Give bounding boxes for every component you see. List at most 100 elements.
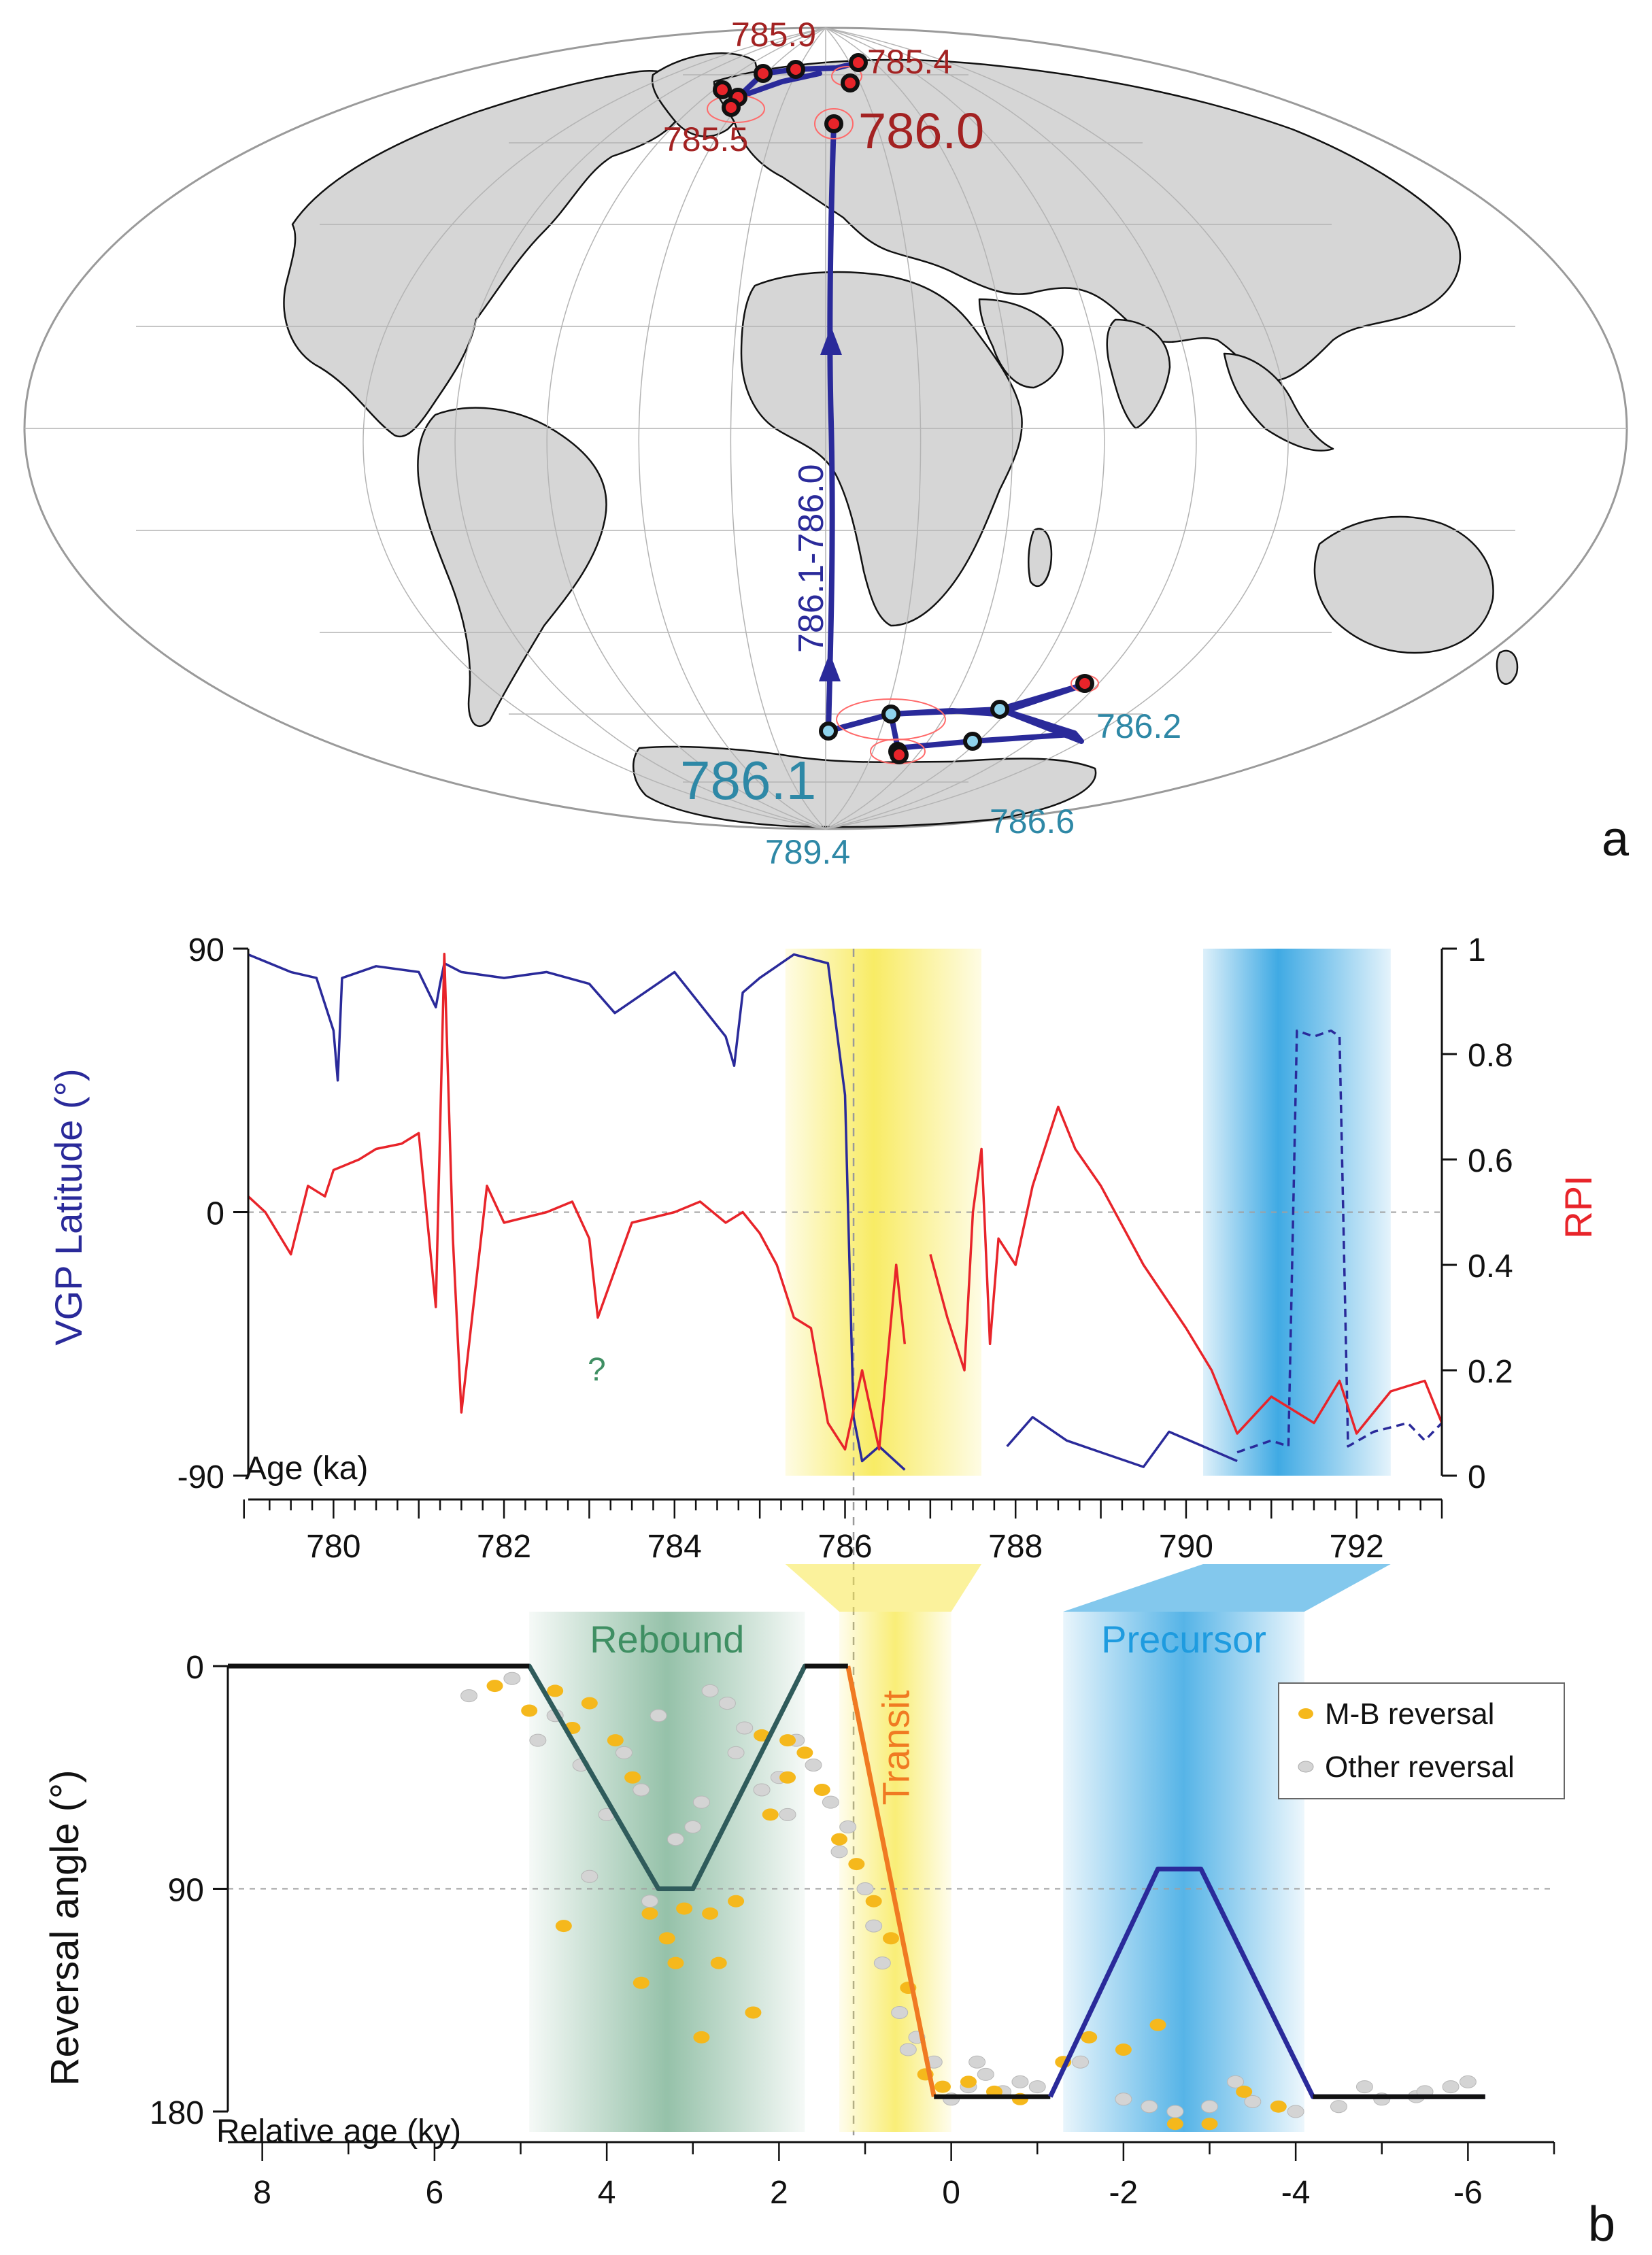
y-tick-label: 90 bbox=[188, 932, 224, 968]
other-reversal-point bbox=[727, 1746, 745, 1759]
mb-reversal-point bbox=[607, 1734, 624, 1747]
vgp-point bbox=[722, 98, 741, 117]
mb-reversal-point bbox=[865, 1895, 882, 1908]
y2-tick-label: 0.8 bbox=[1468, 1038, 1513, 1074]
vgp-label-789-4: 789.4 bbox=[765, 833, 850, 871]
y2-tick-label: 1 bbox=[1468, 932, 1486, 968]
other-reversal-point bbox=[822, 1795, 839, 1809]
vgp-series-line-1 bbox=[1006, 1416, 1238, 1468]
panel-a-map: 785.9 785.4 785.5 786.0 786.1 786.2 786.… bbox=[23, 16, 1630, 871]
graticule bbox=[24, 27, 1627, 830]
mb-reversal-point bbox=[667, 1956, 684, 1969]
phase-labels: Rebound Precursor Transit bbox=[590, 1618, 1266, 1805]
other-reversal-point bbox=[1355, 2080, 1373, 2094]
x-tick-label: 788 bbox=[988, 1529, 1043, 1565]
mb-reversal-point bbox=[728, 1895, 745, 1908]
other-reversal-point bbox=[581, 1869, 599, 1883]
y-tick-label: 0 bbox=[206, 1196, 224, 1232]
mb-reversal-point bbox=[1115, 2044, 1132, 2056]
vgp-series-line-2 bbox=[1236, 1029, 1443, 1454]
other-reversal-point bbox=[899, 2043, 917, 2056]
y-tick-label: 0 bbox=[186, 1650, 204, 1686]
x-tick-label: 0 bbox=[942, 2175, 960, 2211]
mb-reversal-point bbox=[960, 2075, 977, 2088]
other-reversal-point bbox=[736, 1721, 754, 1735]
vgp-label-785-4: 785.4 bbox=[867, 43, 952, 81]
other-reversal-point bbox=[856, 1882, 874, 1895]
legend: M-B reversal Other reversal bbox=[1278, 1682, 1565, 1799]
vgp-point bbox=[713, 80, 732, 99]
vgp-path-label: 786.1-786.0 bbox=[792, 464, 831, 653]
panel-b-label: b bbox=[1588, 2197, 1615, 2252]
x-tick-label: 780 bbox=[306, 1529, 360, 1565]
phase-label-precursor: Precursor bbox=[1101, 1618, 1266, 1661]
mb-reversal-point bbox=[624, 1771, 641, 1784]
other-reversal-point bbox=[977, 2067, 994, 2081]
other-reversal-point bbox=[1166, 2105, 1184, 2118]
mb-reversal-point bbox=[831, 1833, 848, 1846]
vgp-point bbox=[824, 114, 843, 133]
other-reversal-point bbox=[873, 1956, 891, 1970]
mb-reversal-point bbox=[762, 1808, 779, 1821]
vgp-direction-arrows bbox=[819, 326, 842, 681]
land-south-america bbox=[417, 407, 607, 727]
other-reversal-point bbox=[1459, 2075, 1477, 2088]
x-axis-label-age: Age (ka) bbox=[245, 1451, 368, 1487]
vgp-point bbox=[786, 60, 805, 79]
mb-reversal-point bbox=[486, 1680, 503, 1693]
y-axis-label-rpi: RPI bbox=[1557, 1175, 1600, 1238]
vgp-series-line-0 bbox=[248, 953, 906, 1471]
axes: 90 0 -90 1 0.8 0.6 0.4 0.2 0 780 782 784 786 788 790 79… bbox=[178, 932, 1513, 1565]
other-reversal-point bbox=[1244, 2095, 1262, 2108]
vgp-points-south-red bbox=[890, 674, 1094, 764]
mb-reversal-point bbox=[521, 1704, 538, 1717]
x-tick-label: -6 bbox=[1453, 2175, 1483, 2211]
other-reversal-point bbox=[692, 1795, 710, 1809]
x-tick-label: 792 bbox=[1330, 1529, 1384, 1565]
y2-tick-label: 0.6 bbox=[1468, 1143, 1513, 1179]
x-tick-label: 784 bbox=[647, 1529, 702, 1565]
phase-bands bbox=[529, 1612, 1304, 2132]
x-tick-label: 786 bbox=[817, 1529, 872, 1565]
legend-mb-label: M-B reversal bbox=[1325, 1697, 1494, 1731]
mb-reversal-point bbox=[779, 1771, 796, 1784]
mb-reversal-point bbox=[555, 1920, 572, 1933]
y-axis-label-vgp: VGP Latitude (°) bbox=[47, 1068, 90, 1345]
series bbox=[247, 953, 1443, 1471]
vgp-points-north bbox=[713, 53, 868, 133]
y2-tick-label: 0 bbox=[1468, 1459, 1486, 1495]
land-southeast-asia bbox=[1223, 352, 1334, 452]
arrow-up-icon bbox=[820, 326, 842, 355]
rpi-series-line-4 bbox=[929, 1105, 1443, 1435]
vgp-point bbox=[890, 745, 909, 764]
mb-reversal-point bbox=[796, 1746, 813, 1759]
vgp-point bbox=[819, 722, 838, 741]
vgp-label-786-2: 786.2 bbox=[1096, 707, 1181, 745]
other-reversal-point bbox=[667, 1833, 684, 1846]
vgp-path-transit bbox=[826, 121, 837, 734]
x-axis-label-relative-age: Relative age (ky) bbox=[216, 2114, 461, 2150]
vgp-path-south-2 bbox=[888, 681, 1091, 717]
vgp-point bbox=[849, 53, 868, 72]
other-reversal-point bbox=[839, 1820, 857, 1834]
vgp-point bbox=[990, 700, 1009, 719]
land-masses bbox=[283, 52, 1519, 828]
vgp-point bbox=[881, 705, 900, 724]
idealized-lines bbox=[228, 1663, 1485, 2099]
vgp-point bbox=[841, 73, 860, 92]
mb-reversal-point bbox=[1201, 2118, 1218, 2131]
mb-reversal-point bbox=[1081, 2031, 1098, 2044]
panel-a-label: a bbox=[1602, 812, 1630, 866]
vgp-label-785-5: 785.5 bbox=[663, 120, 748, 158]
mb-reversal-point bbox=[1149, 2018, 1166, 2031]
other-reversal-point bbox=[650, 1709, 667, 1723]
mb-reversal-point bbox=[883, 1932, 899, 1945]
question-annotation: ? bbox=[588, 1352, 606, 1388]
other-reversal-point bbox=[805, 1759, 822, 1772]
y-tick-label: 90 bbox=[168, 1873, 204, 1909]
other-reversal-point bbox=[1442, 2080, 1460, 2094]
other-reversal-point bbox=[1226, 2075, 1244, 2088]
x-tick-label: 4 bbox=[598, 2175, 616, 2211]
mb-reversal-point bbox=[658, 1932, 675, 1945]
other-reversal-point bbox=[633, 1783, 650, 1797]
